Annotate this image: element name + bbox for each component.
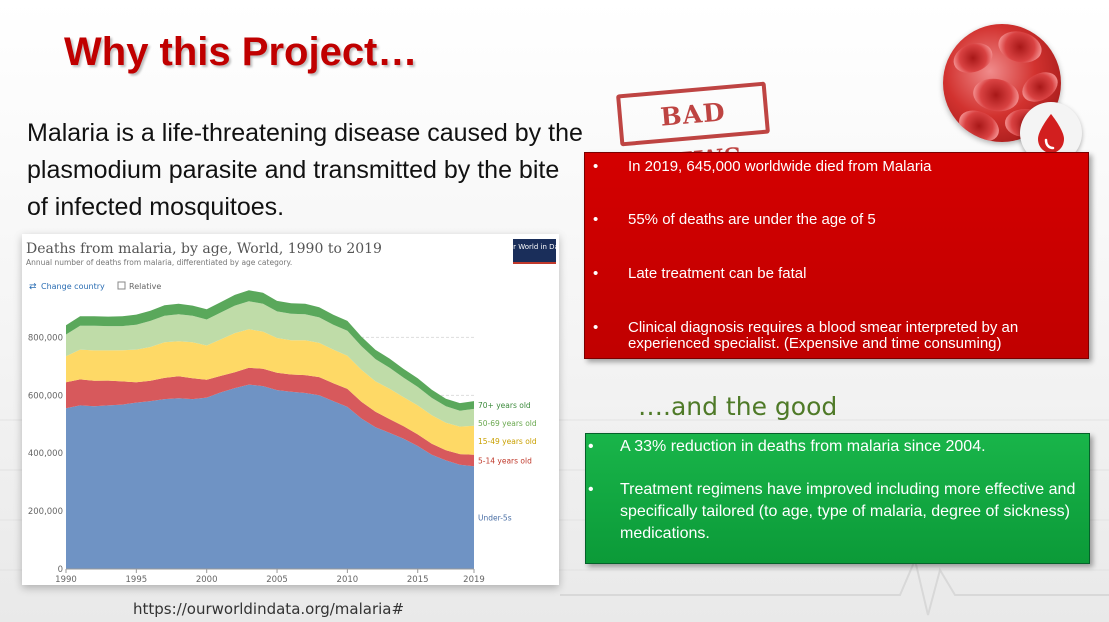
change-country-icon: ⇄ xyxy=(29,282,37,292)
area-series-50-69-years-old xyxy=(66,301,474,427)
y-tick-label: 400,000 xyxy=(28,449,63,459)
area-series-under-5s xyxy=(66,384,474,569)
y-tick-label: 600,000 xyxy=(28,391,63,401)
bullet: • xyxy=(593,158,599,175)
malaria-deaths-chart: Deaths from malaria, by age, World, 1990… xyxy=(22,234,559,585)
bullet: • xyxy=(593,265,599,282)
bad-news-item: • Clinical diagnosis requires a blood sm… xyxy=(593,319,1068,352)
bad-news-item: • In 2019, 645,000 worldwide died from M… xyxy=(593,158,1068,175)
y-tick-label: 800,000 xyxy=(28,333,63,343)
legend-label: Under-5s xyxy=(478,514,512,523)
bad-news-text: In 2019, 645,000 worldwide died from Mal… xyxy=(628,158,932,175)
bullet: • xyxy=(588,438,594,455)
intro-paragraph: Malaria is a life-threatening disease ca… xyxy=(27,119,583,221)
y-tick-label: 0 xyxy=(58,565,63,575)
y-tick-label: 200,000 xyxy=(28,507,63,517)
bullet: • xyxy=(593,211,599,228)
good-news-text: A 33% reduction in deaths from malaria s… xyxy=(620,438,986,455)
legend-label: 70+ years old xyxy=(478,401,531,410)
relative-checkbox[interactable] xyxy=(117,281,126,290)
good-news-text: Treatment regimens have improved includi… xyxy=(620,481,1076,542)
bad-news-text: Late treatment can be fatal xyxy=(628,265,807,282)
x-tick-label: 2015 xyxy=(407,575,429,585)
good-news-item: • Treatment regimens have improved inclu… xyxy=(588,479,1085,545)
source-link[interactable]: https://ourworldindata.org/malaria# xyxy=(133,600,405,618)
bullet: • xyxy=(588,481,594,498)
chart-svg: Deaths from malaria, by age, World, 1990… xyxy=(26,239,559,585)
bad-news-text: Clinical diagnosis requires a blood smea… xyxy=(628,319,1019,352)
area-series-5-14-years-old xyxy=(66,367,474,467)
x-tick-label: 2010 xyxy=(337,575,359,585)
bad-news-item: • 55% of deaths are under the age of 5 xyxy=(593,211,1068,228)
good-news-label: ….and the good xyxy=(638,392,838,421)
bad-news-stamp: BAD NEWS xyxy=(616,81,770,179)
x-tick-label: 1995 xyxy=(126,575,148,585)
relative-label: Relative xyxy=(129,282,161,291)
x-tick-label: 2019 xyxy=(463,575,485,585)
chart-subtitle: Annual number of deaths from malaria, di… xyxy=(26,258,292,267)
owid-logo-text: Our World in Data xyxy=(503,243,559,251)
area-series-70-years-old xyxy=(66,290,474,411)
chart-title: Deaths from malaria, by age, World, 1990… xyxy=(26,241,382,257)
change-country-button[interactable]: ⇄ Change country xyxy=(29,282,105,292)
legend-label: 5-14 years old xyxy=(478,456,532,465)
legend-label: 50-69 years old xyxy=(478,419,537,428)
x-tick-label: 2005 xyxy=(266,575,288,585)
blood-drop-icon xyxy=(1038,114,1064,153)
bullet: • xyxy=(593,319,599,336)
x-tick-label: 2000 xyxy=(196,575,218,585)
bad-news-box: • In 2019, 645,000 worldwide died from M… xyxy=(584,152,1089,359)
relative-toggle[interactable]: Relative xyxy=(117,281,161,291)
legend-label: 15-49 years old xyxy=(478,437,537,446)
x-tick-label: 1990 xyxy=(55,575,77,585)
good-news-item: • A 33% reduction in deaths from malaria… xyxy=(588,436,1085,458)
owid-logo: Our World in Data xyxy=(503,239,559,264)
bad-news-text: 55% of deaths are under the age of 5 xyxy=(628,211,876,228)
change-country-label: Change country xyxy=(41,282,105,291)
slide-title: Why this Project… xyxy=(64,30,418,74)
bad-news-item: • Late treatment can be fatal xyxy=(593,265,1068,282)
area-series-15-49-years-old xyxy=(66,329,474,455)
good-news-box: • A 33% reduction in deaths from malaria… xyxy=(585,433,1090,564)
